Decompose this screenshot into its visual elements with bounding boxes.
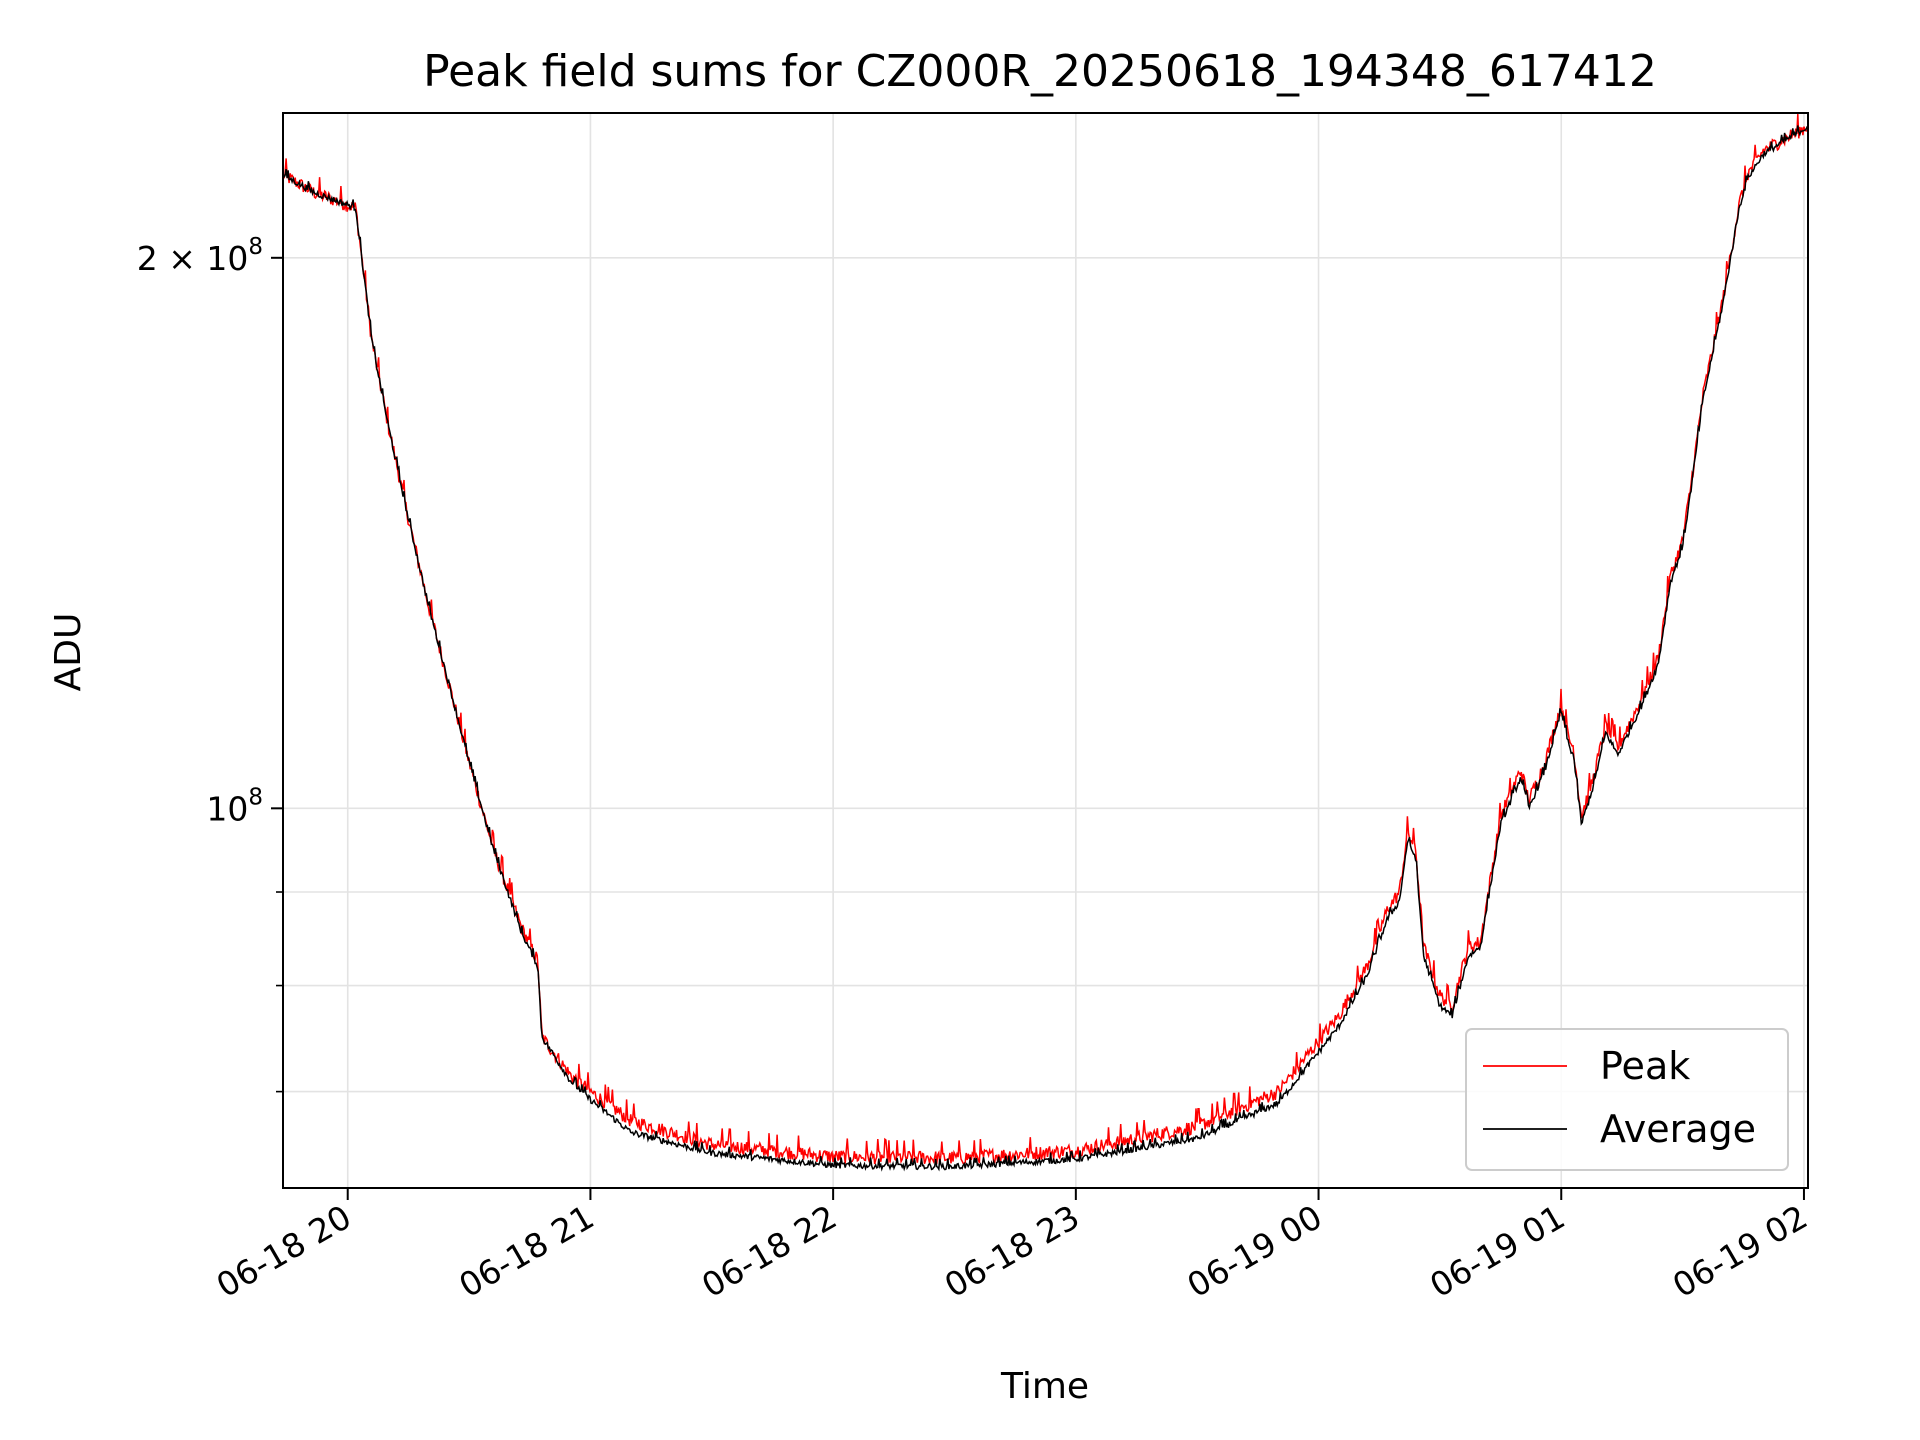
- series-line-peak: [283, 113, 1808, 1165]
- x-tick-label: 06-18 21: [452, 1197, 600, 1305]
- series-lines: [283, 113, 1808, 1172]
- y-tick-label: 2 × 108: [137, 234, 263, 278]
- grid: [283, 113, 1808, 1188]
- series-line-average: [283, 125, 1808, 1172]
- plot-frame: [282, 112, 1809, 1189]
- x-tick-label: 06-19 02: [1666, 1197, 1814, 1305]
- y-axis: 108 2 × 108: [137, 234, 283, 1093]
- chart-title: Peak field sums for CZ000R_20250618_1943…: [423, 46, 1657, 97]
- x-tick-label: 06-19 01: [1423, 1197, 1571, 1305]
- legend: Peak Average: [1465, 1028, 1789, 1171]
- x-tick-label: 06-18 23: [938, 1197, 1086, 1305]
- x-tick-label: 06-18 20: [210, 1197, 358, 1305]
- x-axis-label: Time: [1000, 1366, 1089, 1407]
- legend-label-peak: Peak: [1600, 1044, 1690, 1088]
- y-axis-label: ADU: [48, 613, 89, 692]
- x-tick-label: 06-19 00: [1181, 1197, 1329, 1305]
- y-tick-label: 108: [206, 784, 263, 828]
- legend-box: [1465, 1028, 1789, 1171]
- x-axis: 06-18 20 06-18 21 06-18 22 06-18 23 06-19 00…: [210, 1188, 1814, 1305]
- x-tick-label: 06-18 22: [695, 1197, 843, 1305]
- legend-label-average: Average: [1600, 1107, 1756, 1151]
